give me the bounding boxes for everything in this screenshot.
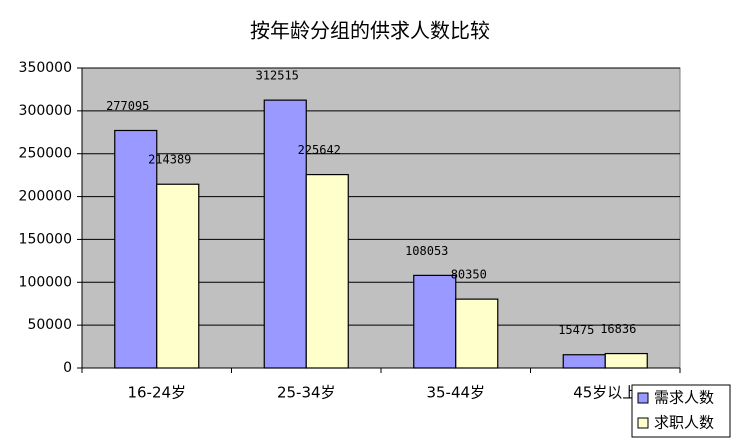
data-label: 277095 [106,99,149,113]
bar [156,183,200,369]
bar [562,354,606,369]
data-label: 214389 [148,153,191,167]
data-label: 312515 [256,69,299,83]
data-label: 225642 [298,143,341,157]
x-tick-label: 16-24岁 [127,384,186,402]
x-tick-label: 45岁以上 [573,384,637,402]
y-tick-label: 250000 [19,146,72,162]
y-tick-label: 0 [63,360,72,376]
legend-swatch [637,392,649,404]
data-label: 80350 [451,268,487,282]
y-tick-label: 50000 [27,317,72,333]
x-tick-label: 25-34岁 [277,384,336,402]
y-tick-label: 300000 [19,103,72,119]
bar [305,173,349,369]
bar [604,352,648,369]
bar [455,298,499,369]
data-label: 16836 [600,322,636,336]
bar [413,274,457,369]
chart-title: 按年龄分组的供求人数比较 [250,19,490,43]
legend-label: 求职人数 [654,414,714,432]
y-tick-label: 350000 [19,60,72,76]
y-tick-label: 100000 [19,274,72,290]
x-tick-label: 35-44岁 [426,384,485,402]
legend-swatch [637,417,649,429]
y-tick-label: 150000 [19,231,72,247]
data-label: 15475 [558,323,594,337]
bar [114,129,158,369]
y-tick-label: 200000 [19,189,72,205]
data-label: 108053 [405,244,448,258]
legend-label: 需求人数 [654,389,714,407]
bar [263,99,307,369]
